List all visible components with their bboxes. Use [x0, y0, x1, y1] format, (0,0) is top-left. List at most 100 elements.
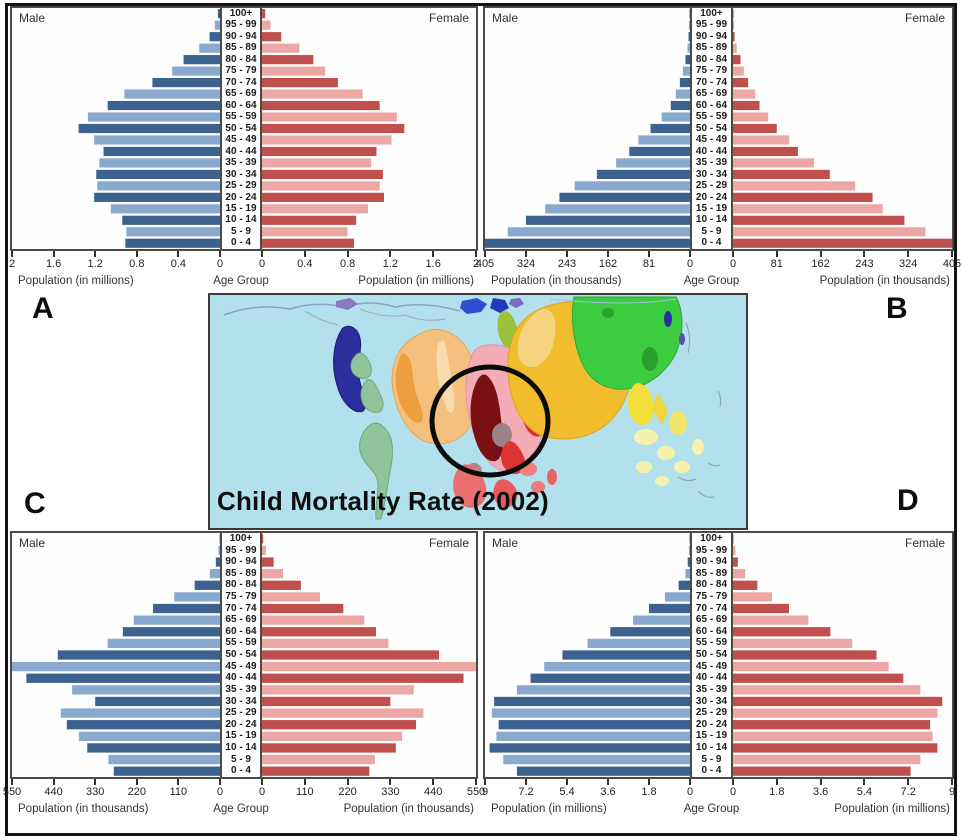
bar-male-65-69	[675, 89, 690, 99]
age-group-label: 20 - 24	[695, 718, 728, 730]
bar-female-70-74	[733, 78, 749, 88]
bar-male-25-29	[97, 181, 220, 191]
age-group-label: 45 - 49	[225, 134, 257, 146]
age-group-label: 30 - 34	[695, 695, 728, 707]
bar-female-65-69	[733, 615, 809, 625]
pyramid-plot-a: Male 100+ 95 - 99 90 - 94 85 - 89 80 - 84 75 -…	[10, 6, 478, 251]
age-group-column: 100+ 95 - 99 90 - 94 85 - 89 80 - 84 75 - 79 7…	[220, 8, 262, 249]
bar-male-35-39	[616, 158, 690, 168]
bar-female-30-34	[262, 169, 383, 179]
bar-female-95-99	[733, 20, 735, 30]
bar-male-90-94	[688, 32, 690, 42]
bar-female-75-79	[733, 592, 772, 602]
age-group-label: 25 - 29	[225, 180, 257, 192]
bar-female-15-19	[733, 204, 883, 214]
pyramid-plot-d: Male 100+ 95 - 99 90 - 94 85 - 89 80 - 84 75 -…	[483, 531, 954, 779]
pyramid-panel-c: Male 100+ 95 - 99 90 - 94 85 - 89 80 - 84 75 -…	[3, 531, 485, 819]
tick-mark	[303, 779, 306, 785]
bar-male-65-69	[133, 615, 220, 625]
age-group-label: 20 - 24	[225, 718, 257, 730]
tick-mark	[346, 779, 349, 785]
tick-label: 0	[686, 258, 694, 270]
age-group-label: 50 - 54	[695, 649, 728, 661]
tick-label: 162	[598, 258, 618, 270]
bar-female-20-24	[733, 192, 873, 202]
tick-mark	[607, 779, 609, 785]
bar-female-30-34	[733, 169, 830, 179]
age-group-label: 100+	[700, 533, 723, 544]
bar-male-70-74	[152, 78, 220, 88]
tick-mark	[94, 251, 97, 257]
tick-label: 3.6	[600, 786, 616, 798]
age-group-label: 90 - 94	[225, 556, 257, 568]
tick-mark	[475, 251, 477, 257]
bar-male-25-29	[574, 181, 690, 191]
age-group-label: 55 - 59	[225, 111, 257, 123]
bar-male-0-4	[485, 238, 690, 248]
bar-female-0-4	[262, 238, 355, 248]
tick-mark	[177, 251, 180, 257]
bar-female-90-94	[262, 557, 274, 567]
axis-titles-b: Population (in thousands) Age Group Popula…	[483, 275, 954, 291]
age-group-label: 35 - 39	[225, 157, 257, 169]
tick-mark	[648, 779, 650, 785]
tick-mark	[261, 251, 263, 257]
female-label: Female	[428, 11, 469, 25]
bar-female-80-84	[733, 55, 741, 65]
bar-female-20-24	[262, 192, 384, 202]
tick-mark	[303, 251, 306, 257]
age-group-label: 15 - 19	[225, 730, 257, 742]
male-bars-c: Male	[12, 533, 221, 777]
map-east-asia	[571, 296, 683, 390]
age-group-label: 75 - 79	[225, 591, 257, 603]
bar-male-55-59	[87, 112, 220, 122]
age-group-label: 65 - 69	[225, 88, 257, 100]
cartogram-map-graphic	[210, 295, 746, 528]
pyramid-plot-b: Male 100+ 95 - 99 90 - 94 85 - 89 80 - 84 75 -…	[483, 6, 954, 251]
female-axis-title: Population (in millions)	[834, 803, 950, 815]
annotation-circle	[429, 364, 551, 478]
age-group-label: 100+	[229, 8, 253, 19]
tick-label: 1.6	[45, 258, 62, 270]
bar-female-60-64	[262, 100, 380, 111]
age-group-label: 75 - 79	[695, 65, 728, 77]
male-bars-d: Male	[485, 533, 691, 777]
age-group-label: 75 - 79	[225, 65, 257, 77]
pyramid-panel-b: Male 100+ 95 - 99 90 - 94 85 - 89 80 - 84 75 -…	[476, 6, 961, 291]
bar-male-50-54	[57, 650, 221, 660]
tick-mark	[863, 251, 866, 257]
bar-male-30-34	[596, 169, 690, 179]
age-group-label: 100+	[229, 533, 253, 544]
bar-female-95-99	[262, 20, 271, 30]
tick-label: 3.6	[812, 786, 829, 798]
bar-female-10-14	[733, 743, 938, 753]
bar-female-55-59	[733, 638, 853, 649]
male-label: Male	[492, 536, 519, 550]
bar-female-45-49	[262, 135, 392, 145]
tick-label: 324	[899, 258, 918, 270]
bar-male-45-49	[94, 135, 220, 145]
tick-mark	[525, 779, 527, 785]
tick-label: 1.2	[87, 258, 103, 270]
tick-label: 5.4	[856, 786, 873, 798]
tick-mark	[648, 251, 650, 257]
axis-ticks-a: 2 0 1.6 0.4 1.2 0.8 0.8 1.2 0.4 1.6 0 2	[9, 251, 479, 275]
age-group-label: 55 - 59	[695, 637, 728, 649]
age-group-label: 95 - 99	[695, 19, 728, 31]
age-group-label: 5 - 9	[230, 225, 251, 237]
bar-female-100+	[262, 534, 264, 544]
age-group-label: 85 - 89	[225, 567, 257, 579]
axis-ticks-b: 405 0 324 81 243 162 162 243 81 324 0 405	[476, 251, 961, 275]
age-group-label: 30 - 34	[225, 168, 257, 180]
age-group-axis-title: Age Group	[683, 275, 740, 287]
tick-label: 0	[258, 258, 266, 270]
bar-male-75-79	[682, 66, 690, 76]
axis-titles-c: Population (in thousands) Age Group Popula…	[10, 803, 478, 819]
bar-male-5-9	[503, 754, 690, 765]
bar-male-55-59	[107, 638, 220, 649]
tick-label: 243	[557, 258, 577, 270]
bar-male-80-84	[183, 55, 220, 65]
bar-male-90-94	[215, 557, 220, 567]
bar-female-50-54	[262, 123, 405, 134]
bar-male-100+	[689, 9, 690, 19]
